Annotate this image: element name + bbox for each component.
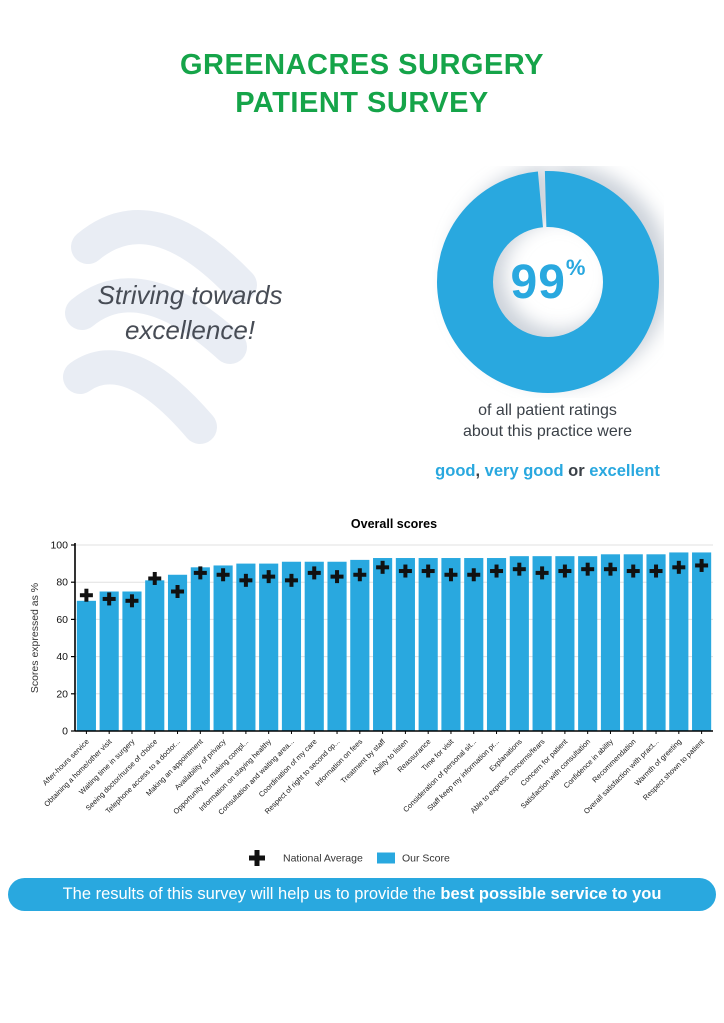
tagline: Striving towards excellence! xyxy=(20,278,360,348)
y-tick-label: 0 xyxy=(62,726,68,738)
donut-caption: of all patient ratings about this practi… xyxy=(390,400,705,442)
our-score-bar xyxy=(122,591,142,731)
donut-caption-line2: about this practice were xyxy=(463,423,632,440)
our-score-bar xyxy=(76,600,96,731)
page-title-line2: PATIENT SURVEY xyxy=(235,87,489,119)
overall-scores-chart-container: 0 20 40 60 80 100 After-hours service Obtaining… xyxy=(25,512,720,874)
our-score-bar xyxy=(281,561,302,731)
our-score-bar xyxy=(441,558,461,731)
donut-ring-svg xyxy=(437,171,659,393)
donut-chart: 99% xyxy=(432,166,664,398)
our-score-bar xyxy=(669,552,689,731)
our-score-bar xyxy=(213,565,233,731)
y-tick-label: 20 xyxy=(56,688,68,700)
our-score-bar xyxy=(304,561,324,731)
rating-or-label: or xyxy=(563,462,590,480)
swoosh-arc-middle xyxy=(65,278,247,364)
our-score-bar xyxy=(692,552,712,731)
our-score-bar xyxy=(509,556,529,731)
chart-title: Overall scores xyxy=(351,517,437,531)
legend-our-score-swatch xyxy=(377,852,395,864)
swoosh-arc-bottom xyxy=(63,350,217,444)
our-score-bar xyxy=(259,563,279,731)
page-title: GREENACRES SURGERY PATIENT SURVEY xyxy=(0,46,724,122)
donut-caption-line1: of all patient ratings xyxy=(478,402,617,419)
our-score-bar xyxy=(190,567,210,731)
footer-banner: The results of this survey will help us … xyxy=(8,878,716,911)
our-score-bar xyxy=(350,559,370,731)
rating-excellent-label: excellent xyxy=(589,462,660,480)
our-score-bar xyxy=(578,556,598,731)
tagline-line1: Striving towards xyxy=(97,280,283,310)
our-score-bar xyxy=(418,558,438,731)
legend-our-score-label: Our Score xyxy=(402,853,450,865)
y-tick-label: 60 xyxy=(56,614,68,626)
our-score-bar xyxy=(145,580,165,731)
legend-national-average-label: National Average xyxy=(283,853,363,865)
our-score-bar xyxy=(236,563,256,731)
our-score-bar xyxy=(395,558,415,731)
rating-very-good-label: very good xyxy=(484,462,564,480)
donut-percent-sign: % xyxy=(565,255,586,280)
our-score-bar xyxy=(327,561,347,731)
donut-percent-label: 99% xyxy=(432,166,664,398)
our-score-bar xyxy=(600,554,621,731)
donut-percent-value: 99 xyxy=(510,255,566,309)
y-axis-label: Scores expressed as % xyxy=(29,583,41,693)
page-title-line1: GREENACRES SURGERY xyxy=(179,49,545,81)
swoosh-arcs xyxy=(63,210,257,444)
our-score-bar xyxy=(532,556,552,731)
y-tick-label: 40 xyxy=(56,651,68,663)
swoosh-arc-top xyxy=(71,210,257,302)
our-score-bar xyxy=(99,591,119,731)
our-score-bar xyxy=(486,558,507,731)
our-score-bar xyxy=(167,574,188,731)
rating-good-label: good xyxy=(435,462,476,480)
y-tick-label: 80 xyxy=(56,577,68,589)
ratings-line: good, very good or excellent xyxy=(390,462,705,481)
footer-text-normal: The results of this survey will help us … xyxy=(62,885,441,903)
our-score-bar xyxy=(555,556,575,731)
donut-ring xyxy=(437,171,659,393)
rating-comma: , xyxy=(475,462,485,480)
y-tick-label: 100 xyxy=(50,540,68,552)
our-score-bar xyxy=(623,554,643,731)
footer-text-bold: best possible service to you xyxy=(440,885,662,903)
our-score-bar xyxy=(646,554,666,731)
our-score-bar xyxy=(464,558,484,731)
our-score-bar xyxy=(373,558,393,731)
swoosh-graphic xyxy=(63,210,257,444)
tagline-line2: excellence! xyxy=(124,315,256,345)
